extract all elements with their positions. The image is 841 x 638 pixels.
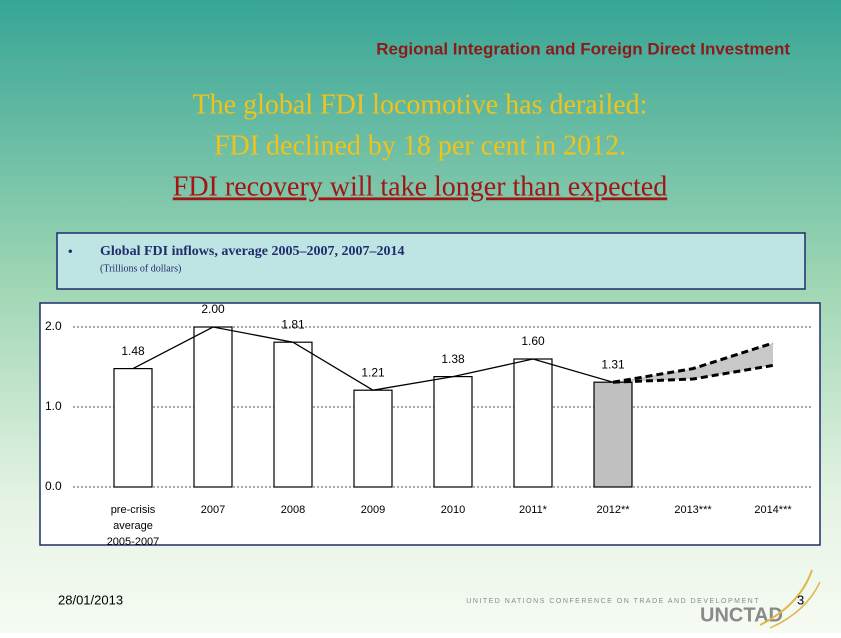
bar [353,389,393,488]
projection-line [612,341,774,384]
logo-swoosh [769,581,821,629]
data-label: 1.48 [121,344,145,358]
data-label: 2.00 [201,302,225,316]
bar [113,368,153,488]
x-tick-label: pre-crisis average 2005-2007 [107,504,160,548]
x-tick-label: 2013*** [674,504,712,516]
data-label: 1.81 [281,317,305,331]
projection-band [613,343,773,383]
footer-date: 28/01/2013 [58,592,123,607]
caption-box [56,232,806,290]
footer-page: 3 [797,592,804,607]
y-tick-label: 2.0 [45,319,62,333]
chart-frame [39,302,821,546]
x-tick-label: 2012** [596,504,630,516]
bar [513,358,553,488]
header-title: Regional Integration and Foreign Direct … [376,39,790,58]
y-tick-label: 0.0 [45,479,62,493]
caption-bullet: • [68,243,73,258]
headline-line: The global FDI locomotive has derailed: [193,89,648,120]
data-label: 1.31 [601,357,625,371]
headline-line: FDI declined by 18 per cent in 2012. [214,130,626,161]
footer-logo: UNCTAD [700,604,783,626]
trend-line [132,326,614,391]
bar [273,341,313,488]
y-tick-label: 1.0 [45,399,62,413]
x-tick-label: 2014*** [754,504,792,516]
x-tick-label: 2009 [361,504,385,516]
caption-title: Global FDI inflows, average 2005–2007, 2… [100,244,405,259]
data-label: 1.21 [361,365,385,379]
x-tick-label: 2008 [281,504,305,516]
x-tick-label: 2011* [519,504,548,516]
bar [433,376,473,488]
x-tick-label: 2010 [441,504,465,516]
data-label: 1.38 [441,352,465,366]
chart: 0.0 1.0 2.0 pre-crisis average 2005-2007 1.48 2… [45,302,813,548]
data-label: 1.60 [521,334,545,348]
bar [593,381,633,488]
logo-swoosh [759,569,813,626]
headline-emphasis: FDI recovery will take longer than expec… [173,171,667,202]
footer-org: UNITED NATIONS CONFERENCE ON TRADE AND D… [466,598,760,605]
projection-line [612,363,774,384]
bar [193,326,233,488]
caption-unit: (Trillions of dollars) [100,263,181,274]
x-tick-label: 2007 [201,504,225,516]
